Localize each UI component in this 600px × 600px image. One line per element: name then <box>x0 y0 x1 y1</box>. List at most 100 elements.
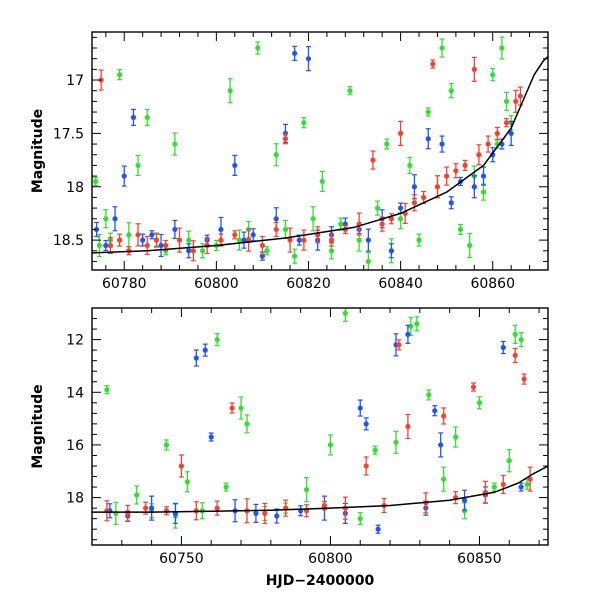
data-point <box>416 237 422 243</box>
x-tick-label: 60800 <box>308 551 353 567</box>
data-point <box>430 61 436 67</box>
x-tick-label: 60850 <box>457 551 502 567</box>
data-point <box>375 526 381 532</box>
data-point <box>512 352 518 358</box>
data-point <box>398 205 404 211</box>
data-point <box>236 237 242 243</box>
data-point <box>396 342 402 348</box>
data-point <box>274 513 280 519</box>
y-tick-label: 12 <box>66 333 84 349</box>
x-tick-label: 60820 <box>286 276 331 292</box>
data-point <box>357 405 363 411</box>
data-point <box>218 226 224 233</box>
model-curve <box>92 465 548 513</box>
y-axis-label: Magnitude <box>30 384 46 468</box>
data-point <box>365 258 371 265</box>
data-point <box>480 189 487 195</box>
data-point <box>393 439 399 445</box>
data-point <box>438 442 444 448</box>
data-point <box>503 98 510 104</box>
data-point <box>98 77 104 83</box>
data-point <box>432 408 438 414</box>
data-point <box>149 232 155 238</box>
data-point <box>357 516 363 522</box>
data-point <box>407 162 413 169</box>
data-point <box>303 487 310 493</box>
y-tick-label: 18 <box>66 180 84 196</box>
data-point <box>163 442 170 448</box>
data-point <box>282 226 289 233</box>
data-point <box>439 141 445 147</box>
data-point <box>255 45 261 51</box>
data-point <box>153 237 160 243</box>
data-point <box>439 45 445 51</box>
data-point <box>518 337 524 343</box>
x-axis-label: HJD−2400000 <box>266 573 375 589</box>
data-point <box>140 237 146 243</box>
data-point <box>372 447 378 453</box>
data-point <box>287 237 293 243</box>
data-point <box>457 226 464 233</box>
data-point <box>130 114 137 120</box>
data-point <box>491 484 497 490</box>
data-point <box>273 152 279 158</box>
data-point <box>96 242 102 249</box>
data-point <box>158 242 164 249</box>
y-tick-label: 16 <box>66 438 84 454</box>
data-point <box>444 173 450 179</box>
x-tick-label: 60750 <box>159 551 204 567</box>
data-point <box>232 232 238 238</box>
data-point <box>176 237 183 243</box>
data-point <box>149 505 155 511</box>
y-tick-label: 14 <box>66 385 84 401</box>
data-point <box>347 88 353 94</box>
data-point <box>117 237 123 243</box>
data-point <box>411 200 418 206</box>
data-point <box>103 242 109 249</box>
y-tick-label: 18 <box>66 491 84 507</box>
data-point <box>411 184 418 190</box>
data-point <box>453 168 459 174</box>
data-point <box>512 331 518 337</box>
data-point <box>104 387 110 393</box>
plot-area <box>92 308 548 534</box>
data-point <box>405 331 411 337</box>
data-point <box>202 347 208 353</box>
data-point <box>126 232 132 238</box>
data-point <box>461 497 468 503</box>
data-point <box>328 237 335 243</box>
data-point <box>310 216 316 222</box>
data-point <box>253 510 259 516</box>
data-point <box>292 253 298 259</box>
data-point <box>232 162 238 169</box>
data-point <box>384 141 390 147</box>
data-point <box>521 376 527 382</box>
data-point <box>508 130 514 136</box>
data-point <box>238 405 244 411</box>
data-point <box>134 492 140 498</box>
y-axis-label: Magnitude <box>30 109 46 193</box>
data-point <box>262 510 268 516</box>
data-point <box>499 45 505 51</box>
data-point <box>527 476 533 482</box>
data-point <box>441 413 447 419</box>
data-point <box>467 242 473 249</box>
data-point <box>327 442 334 448</box>
data-point <box>178 463 185 469</box>
data-point <box>214 505 220 511</box>
data-point <box>199 248 206 254</box>
x-tick-label: 60840 <box>378 276 423 292</box>
data-point <box>117 72 123 78</box>
data-point <box>273 226 279 233</box>
data-point <box>143 505 149 511</box>
data-point <box>103 216 109 222</box>
data-point <box>471 66 477 72</box>
data-point <box>485 141 491 147</box>
data-point <box>107 242 114 249</box>
data-point <box>172 226 178 233</box>
data-point <box>250 232 256 238</box>
data-point <box>264 248 270 254</box>
data-point <box>462 162 468 169</box>
data-point <box>186 237 192 243</box>
